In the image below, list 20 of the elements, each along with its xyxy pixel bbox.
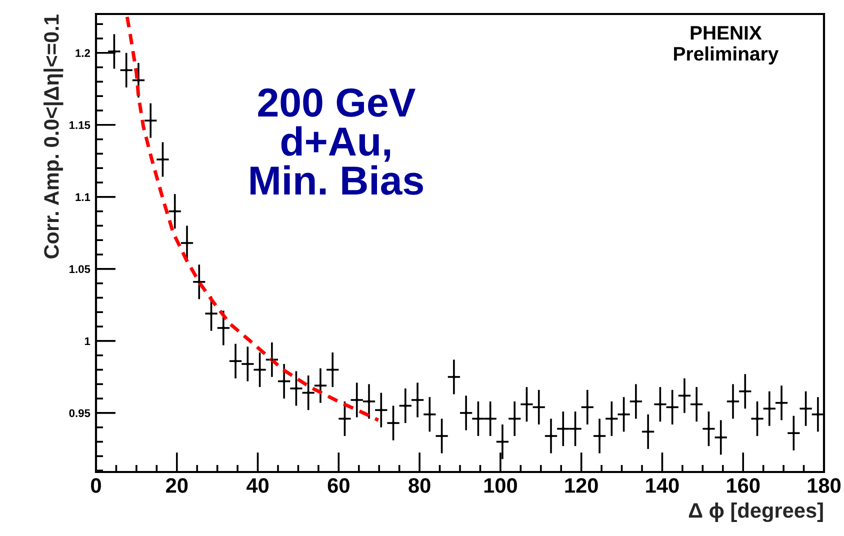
x-axis-title: Δ ϕ [degrees]: [688, 502, 823, 522]
x-tick-label: 40: [246, 478, 269, 493]
annotation: PHENIX Preliminary: [674, 26, 779, 65]
x-tick-label: 20: [166, 478, 188, 493]
y-axis-title: Corr. Amp. 0.0<|Δη|<=0.1: [44, 14, 64, 258]
y-tick-label: 1.1: [76, 193, 90, 201]
x-tick-label: 0: [91, 478, 101, 493]
y-tick-label: 1.05: [70, 265, 90, 274]
annotation: 200 GeV d+Au, Min. Bias: [250, 88, 423, 195]
x-tick-label: 80: [408, 478, 430, 493]
x-tick-label: 140: [646, 478, 679, 493]
y-tick-label: 0.95: [69, 409, 90, 418]
y-tick-label: 1.2: [76, 49, 90, 57]
y-tick-label: 1.15: [70, 121, 90, 130]
x-tick-label: 160: [727, 478, 760, 493]
x-tick-label: 60: [328, 478, 350, 493]
y-tick-label: 1: [84, 337, 90, 345]
x-tick-label: 120: [565, 478, 598, 493]
x-tick-label: 100: [484, 478, 517, 493]
x-tick-label: 180: [808, 478, 841, 493]
